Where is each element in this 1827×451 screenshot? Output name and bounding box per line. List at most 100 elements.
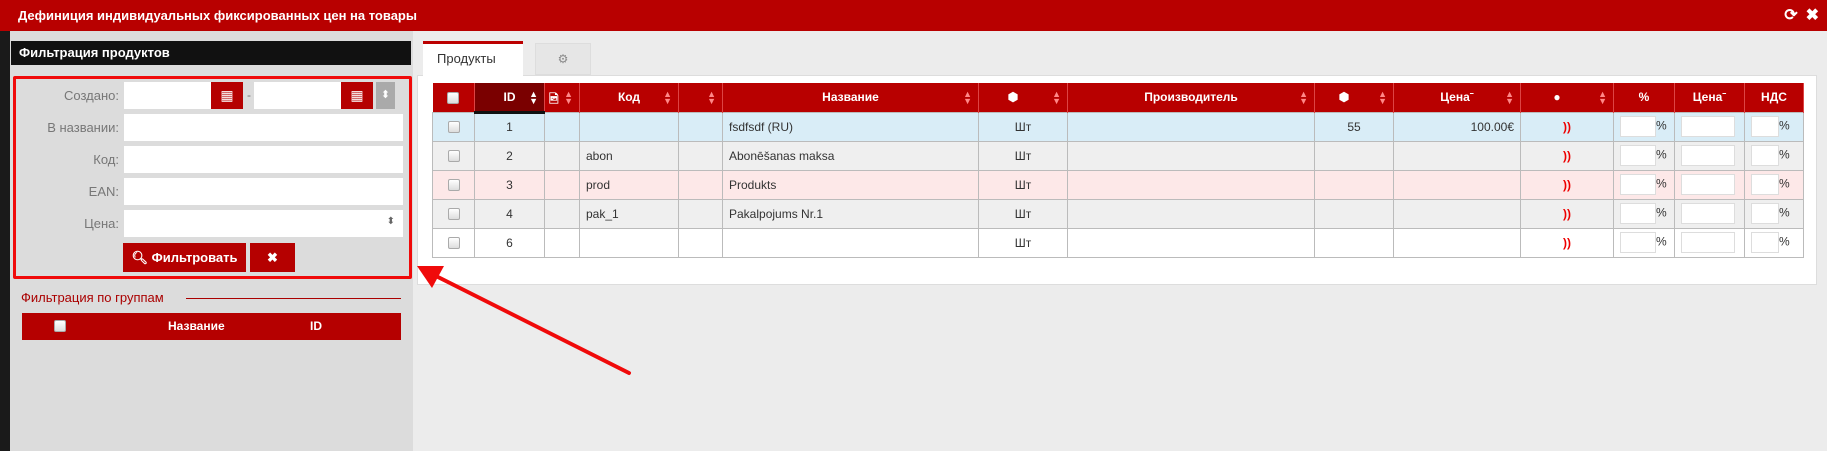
percent-input[interactable]: [1620, 116, 1656, 137]
percent-sign: %: [1779, 205, 1790, 220]
price-input[interactable]: [1681, 145, 1735, 166]
column-vat: НДС: [1744, 83, 1804, 112]
filter-panel-title: Фильтрация продуктов: [11, 41, 411, 65]
refresh-icon[interactable]: ⟳: [1784, 7, 1798, 24]
vat-input[interactable]: [1751, 116, 1779, 137]
column-name[interactable]: Название ▲ ▼: [722, 83, 979, 112]
ean-input[interactable]: [124, 178, 403, 205]
table-row[interactable]: 6 Шт )) % %: [432, 227, 1804, 258]
price-input[interactable]: [1681, 232, 1735, 253]
percent-sign: %: [1656, 176, 1667, 191]
cell-id: 2: [474, 140, 545, 171]
cell-vat: %: [1744, 169, 1804, 200]
price-select[interactable]: ⬍: [124, 210, 403, 237]
cell-unit: Шт: [978, 111, 1068, 142]
column-manufacturer[interactable]: Производитель ▲ ▼: [1067, 83, 1315, 112]
percent-input[interactable]: [1620, 145, 1656, 166]
row-checkbox[interactable]: [432, 140, 475, 171]
calendar-icon[interactable]: ▦: [341, 82, 373, 109]
window-title: Дефиниция индивидуальных фиксированных ц…: [18, 8, 417, 23]
column-stock[interactable]: ⬢ ▲ ▼: [1314, 83, 1394, 112]
date-separator: -: [247, 88, 251, 102]
vat-input[interactable]: [1751, 203, 1779, 224]
rss-icon[interactable]: )): [1520, 140, 1614, 171]
created-to-input[interactable]: [254, 82, 341, 109]
image-icon: 🖻: [549, 92, 559, 106]
row-checkbox[interactable]: [432, 227, 475, 258]
name-input[interactable]: [124, 114, 403, 141]
column-blank[interactable]: ▲ ▼: [678, 83, 723, 112]
cell-manufacturer: [1067, 169, 1315, 200]
group-filter-title: Фильтрация по группам: [21, 290, 164, 305]
tab-settings[interactable]: ⚙: [535, 43, 591, 75]
cell-code: pak_1: [579, 198, 679, 229]
percent-input[interactable]: [1620, 203, 1656, 224]
column-unit[interactable]: ⬢ ▲ ▼: [978, 83, 1068, 112]
cell-name: [722, 227, 979, 258]
annotation-highlight-box: Создано: ▦ - ▦ ⬍ В названии: Код: EAN: Ц…: [13, 76, 412, 279]
cell-price: 100.00€: [1393, 111, 1521, 142]
price-label: Цена:: [84, 216, 119, 231]
cell-new-price: [1674, 227, 1745, 258]
created-from-input[interactable]: [124, 82, 211, 109]
price-input[interactable]: [1681, 116, 1735, 137]
column-image[interactable]: 🖻 ▲ ▼: [544, 83, 580, 112]
percent-sign: %: [1656, 118, 1667, 133]
column-id[interactable]: ID ▲ ▼: [474, 83, 545, 114]
cell-stock: [1314, 198, 1394, 229]
globe-icon: ●: [1553, 90, 1561, 105]
cell-code: [579, 227, 679, 258]
percent-input[interactable]: [1620, 174, 1656, 195]
code-label: Код:: [93, 152, 119, 167]
table-row[interactable]: 4 pak_1 Pakalpojums Nr.1 Шт )) % %: [432, 198, 1804, 229]
percent-sign: %: [1656, 234, 1667, 249]
close-icon[interactable]: ✖: [1805, 7, 1819, 24]
percent-sign: %: [1779, 176, 1790, 191]
cell-code: [579, 111, 679, 142]
clear-filter-button[interactable]: ✖: [250, 243, 295, 272]
cell-vat: %: [1744, 227, 1804, 258]
row-checkbox[interactable]: [432, 198, 475, 229]
calendar-icon[interactable]: ▦: [211, 82, 243, 109]
column-code[interactable]: Код ▲ ▼: [579, 83, 679, 112]
cell-vat: %: [1744, 140, 1804, 171]
column-globe[interactable]: ● ▲ ▼: [1520, 83, 1614, 112]
created-label: Создано:: [64, 88, 119, 103]
cell-unit: Шт: [978, 227, 1068, 258]
cell-name: Abonēšanas maksa: [722, 140, 979, 171]
percent-sign: %: [1779, 118, 1790, 133]
table-header: ID ▲ ▼ 🖻 ▲ ▼ Код ▲ ▼ ▲ ▼ Название ▲ ▼ ⬢ ▲ ▼ Произво…: [432, 83, 1804, 114]
cell-percent: %: [1613, 227, 1675, 258]
rss-icon[interactable]: )): [1520, 227, 1614, 258]
select-all-checkbox-header[interactable]: [432, 83, 475, 112]
column-price[interactable]: Ценаˉ ▲ ▼: [1393, 83, 1521, 112]
sort-toggle-icon[interactable]: ⬍: [376, 82, 395, 109]
cell-manufacturer: [1067, 227, 1315, 258]
cell-price: [1393, 169, 1521, 200]
box-icon: ⬢: [1338, 90, 1350, 105]
price-input[interactable]: [1681, 174, 1735, 195]
cell-stock: [1314, 227, 1394, 258]
cell-stock: [1314, 140, 1394, 171]
percent-input[interactable]: [1620, 232, 1656, 253]
cell-blank: [678, 198, 723, 229]
vat-input[interactable]: [1751, 232, 1779, 253]
vat-input[interactable]: [1751, 174, 1779, 195]
tab-products[interactable]: Продукты: [423, 41, 523, 76]
rss-icon[interactable]: )): [1520, 169, 1614, 200]
filter-button[interactable]: 🔍︎ Фильтровать: [123, 243, 246, 272]
cell-price: [1393, 198, 1521, 229]
column-new-price: Ценаˉ: [1674, 83, 1745, 112]
percent-sign: %: [1779, 147, 1790, 162]
cell-new-price: [1674, 198, 1745, 229]
table-row[interactable]: 2 abon Abonēšanas maksa Шт )) % %: [432, 140, 1804, 171]
box-icon: ⬢: [1007, 90, 1019, 105]
cell-code: prod: [579, 169, 679, 200]
background-app-strip: [0, 31, 10, 451]
cell-image: [544, 198, 580, 229]
code-input[interactable]: [124, 146, 403, 173]
vat-input[interactable]: [1751, 145, 1779, 166]
select-all-checkbox[interactable]: [54, 320, 66, 332]
table-row[interactable]: 3 prod Produkts Шт )) % %: [432, 169, 1804, 200]
price-input[interactable]: [1681, 203, 1735, 224]
